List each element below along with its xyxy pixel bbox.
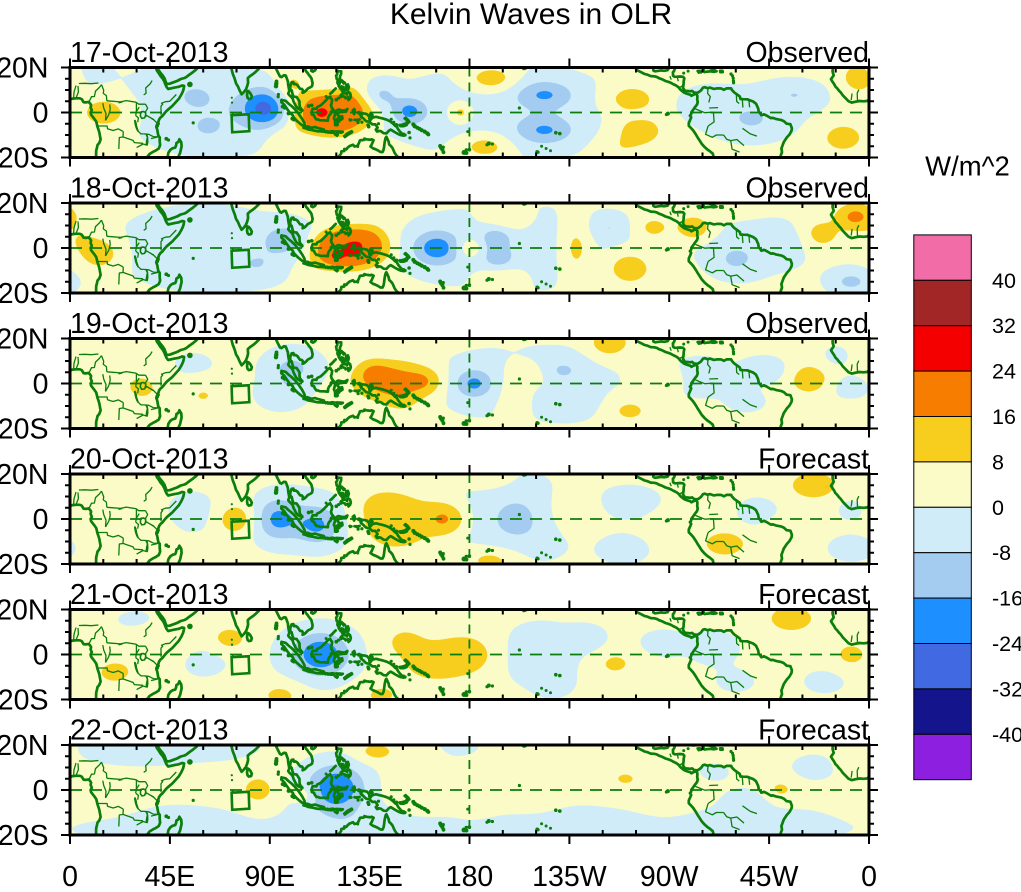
svg-text:Forecast: Forecast [758, 444, 869, 476]
svg-text:32: 32 [992, 314, 1016, 338]
svg-text:0: 0 [33, 233, 49, 265]
svg-text:135E: 135E [336, 861, 403, 887]
svg-text:Forecast: Forecast [758, 715, 869, 747]
svg-text:22-Oct-2013: 22-Oct-2013 [70, 715, 228, 747]
svg-text:20S: 20S [0, 820, 49, 852]
svg-text:20N: 20N [0, 595, 49, 627]
svg-text:16: 16 [992, 405, 1016, 429]
svg-text:45W: 45W [740, 861, 799, 887]
svg-text:0: 0 [62, 861, 78, 887]
svg-text:20N: 20N [0, 188, 49, 220]
svg-text:0: 0 [861, 861, 877, 887]
svg-text:0: 0 [33, 640, 49, 672]
svg-text:Observed: Observed [745, 37, 869, 69]
svg-text:40: 40 [992, 269, 1016, 293]
svg-text:Forecast: Forecast [758, 579, 869, 611]
svg-text:20N: 20N [0, 53, 49, 85]
svg-text:180: 180 [446, 861, 494, 887]
svg-text:17-Oct-2013: 17-Oct-2013 [70, 37, 228, 69]
svg-text:18-Oct-2013: 18-Oct-2013 [70, 173, 228, 205]
svg-text:20S: 20S [0, 414, 49, 446]
svg-text:0: 0 [33, 775, 49, 807]
svg-text:8: 8 [992, 450, 1004, 474]
svg-text:-32: -32 [992, 677, 1021, 701]
svg-text:Observed: Observed [745, 173, 869, 205]
svg-text:Kelvin Waves in OLR: Kelvin Waves in OLR [390, 0, 672, 31]
svg-text:-24: -24 [992, 632, 1021, 656]
svg-text:Observed: Observed [745, 308, 869, 340]
svg-text:45E: 45E [145, 861, 196, 887]
svg-text:-8: -8 [992, 541, 1011, 565]
svg-text:135W: 135W [532, 861, 607, 887]
svg-text:24: 24 [992, 360, 1016, 384]
svg-text:20N: 20N [0, 730, 49, 762]
svg-text:19-Oct-2013: 19-Oct-2013 [70, 308, 228, 340]
svg-text:0: 0 [33, 504, 49, 536]
svg-text:-40: -40 [992, 723, 1021, 747]
svg-text:W/m^2: W/m^2 [925, 151, 1010, 182]
svg-text:20N: 20N [0, 459, 49, 491]
svg-text:20N: 20N [0, 324, 49, 356]
svg-text:20S: 20S [0, 549, 49, 581]
svg-text:20S: 20S [0, 278, 49, 310]
svg-text:90E: 90E [244, 861, 295, 887]
svg-text:0: 0 [992, 496, 1004, 520]
svg-text:-16: -16 [992, 587, 1021, 611]
svg-text:20-Oct-2013: 20-Oct-2013 [70, 444, 228, 476]
svg-text:0: 0 [33, 98, 49, 130]
svg-text:21-Oct-2013: 21-Oct-2013 [70, 579, 228, 611]
svg-text:20S: 20S [0, 685, 49, 717]
svg-text:0: 0 [33, 369, 49, 401]
svg-text:20S: 20S [0, 143, 49, 175]
svg-text:90W: 90W [640, 861, 699, 887]
